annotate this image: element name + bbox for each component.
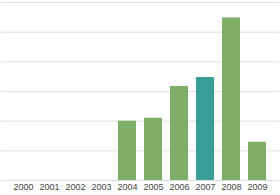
svg-text:2009: 2009	[247, 182, 267, 192]
svg-text:2005: 2005	[143, 182, 163, 192]
svg-text:2006: 2006	[169, 182, 189, 192]
svg-text:2008: 2008	[221, 182, 241, 192]
svg-text:2000: 2000	[13, 182, 33, 192]
svg-text:2001: 2001	[39, 182, 59, 192]
svg-text:2004: 2004	[117, 182, 137, 192]
svg-text:2007: 2007	[195, 182, 215, 192]
svg-text:2003: 2003	[91, 182, 111, 192]
svg-text:2002: 2002	[65, 182, 85, 192]
